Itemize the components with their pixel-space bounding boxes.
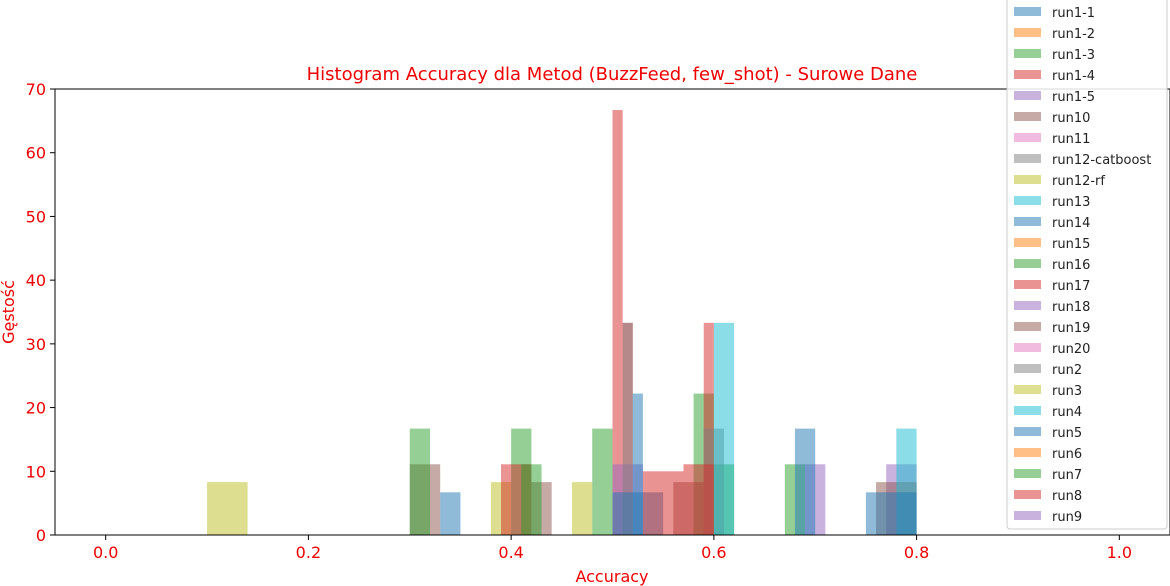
x-tick-label: 1.0 xyxy=(1107,543,1132,562)
y-tick-label: 60 xyxy=(26,144,46,163)
legend: run1-1 run1-2 run1-3 run1-4 run1-5 run10 run11… xyxy=(1006,0,1168,530)
y-tick-label: 10 xyxy=(26,462,46,481)
bar-run7-0 xyxy=(521,464,542,535)
legend-swatch-run19 xyxy=(1014,322,1041,331)
legend-label-run9: run9 xyxy=(1052,510,1082,525)
legend-label-run12-catboost: run12-catboost xyxy=(1052,153,1151,168)
y-axis-ticks: 0 10 20 30 40 50 60 70 xyxy=(26,80,55,545)
legend-label-run17: run17 xyxy=(1052,279,1090,294)
legend-label-run7: run7 xyxy=(1052,468,1082,483)
x-tick-label: 0.8 xyxy=(904,543,929,562)
legend-swatch-run1-3 xyxy=(1014,49,1041,58)
legend-label-run1-4: run1-4 xyxy=(1052,69,1095,84)
legend-label-run18: run18 xyxy=(1052,300,1090,315)
legend-swatch-run14 xyxy=(1014,217,1041,226)
legend-swatch-run16 xyxy=(1014,259,1041,268)
legend-label-run1-5: run1-5 xyxy=(1052,90,1095,105)
x-axis-ticks: 0.0 0.2 0.4 0.6 0.8 1.0 xyxy=(93,535,1132,562)
legend-label-run15: run15 xyxy=(1052,237,1090,252)
chart-title: Histogram Accuracy dla Metod (BuzzFeed, … xyxy=(307,64,918,85)
legend-swatch-run2 xyxy=(1014,364,1041,373)
legend-swatch-run1-1 xyxy=(1014,7,1041,16)
legend-swatch-run3 xyxy=(1014,385,1041,394)
bar-run14-2 xyxy=(794,428,816,535)
legend-label-run19: run19 xyxy=(1052,321,1090,336)
legend-swatch-run7 xyxy=(1014,469,1041,478)
legend-label-run6: run6 xyxy=(1052,447,1082,462)
legend-swatch-run18 xyxy=(1014,301,1041,310)
bar-run16-0 xyxy=(409,428,431,535)
histogram-bars xyxy=(207,110,917,535)
legend-swatch-run1-5 xyxy=(1014,91,1041,100)
bar-run13-0 xyxy=(713,322,735,535)
legend-label-run20: run20 xyxy=(1052,342,1090,357)
bar-run14-3 xyxy=(865,492,917,535)
y-tick-label: 30 xyxy=(26,335,46,354)
y-axis-title: Gęstość xyxy=(0,280,18,344)
legend-label-run8: run8 xyxy=(1052,489,1082,504)
legend-swatch-run1-2 xyxy=(1014,28,1041,37)
y-tick-label: 0 xyxy=(36,526,46,545)
legend-label-run10: run10 xyxy=(1052,111,1090,126)
legend-label-run11: run11 xyxy=(1052,132,1090,147)
legend-label-run4: run4 xyxy=(1052,405,1082,420)
y-tick-label: 70 xyxy=(26,80,46,99)
plot-frame xyxy=(54,88,1170,536)
legend-label-run14: run14 xyxy=(1052,216,1090,231)
legend-swatch-run6 xyxy=(1014,448,1041,457)
legend-label-run13: run13 xyxy=(1052,195,1090,210)
legend-swatch-run15 xyxy=(1014,238,1041,247)
bar-run12-catboost-0 xyxy=(622,322,633,535)
legend-box xyxy=(1006,0,1168,530)
bar-run1-4-0 xyxy=(612,110,623,535)
legend-label-run5: run5 xyxy=(1052,426,1082,441)
legend-label-run3: run3 xyxy=(1052,384,1082,399)
bar-run14-0 xyxy=(440,492,461,535)
y-tick-label: 50 xyxy=(26,207,46,226)
legend-label-run1-2: run1-2 xyxy=(1052,27,1095,42)
legend-label-run1-1: run1-1 xyxy=(1052,6,1095,21)
legend-swatch-run8 xyxy=(1014,490,1041,499)
legend-swatch-run20 xyxy=(1014,343,1041,352)
y-tick-label: 40 xyxy=(26,271,46,290)
x-tick-label: 0.6 xyxy=(701,543,726,562)
legend-swatch-run9 xyxy=(1014,511,1041,520)
legend-swatch-run1-4 xyxy=(1014,70,1041,79)
y-tick-label: 20 xyxy=(26,399,46,418)
legend-swatch-run12-catboost xyxy=(1014,154,1041,163)
legend-swatch-run17 xyxy=(1014,280,1041,289)
x-axis-title: Accuracy xyxy=(575,567,648,586)
bar-run12-rf-0 xyxy=(207,482,248,535)
legend-label-run1-3: run1-3 xyxy=(1052,48,1095,63)
legend-label-run2: run2 xyxy=(1052,363,1082,378)
legend-swatch-run10 xyxy=(1014,112,1041,121)
bar-run5-0 xyxy=(632,393,643,535)
bar-run16-2 xyxy=(592,428,613,535)
bar-run8-0 xyxy=(683,464,714,535)
legend-swatch-run12-rf xyxy=(1014,175,1041,184)
x-tick-label: 0.2 xyxy=(296,543,321,562)
legend-label-run12-rf: run12-rf xyxy=(1052,174,1105,189)
legend-swatch-run5 xyxy=(1014,427,1041,436)
x-tick-label: 0.4 xyxy=(498,543,523,562)
x-tick-label: 0.0 xyxy=(93,543,118,562)
bar-run12-rf-2 xyxy=(571,482,593,535)
legend-swatch-run11 xyxy=(1014,133,1041,142)
legend-swatch-run4 xyxy=(1014,406,1041,415)
legend-label-run16: run16 xyxy=(1052,258,1090,273)
bar-run17-1 xyxy=(642,471,684,535)
legend-swatch-run13 xyxy=(1014,196,1041,205)
